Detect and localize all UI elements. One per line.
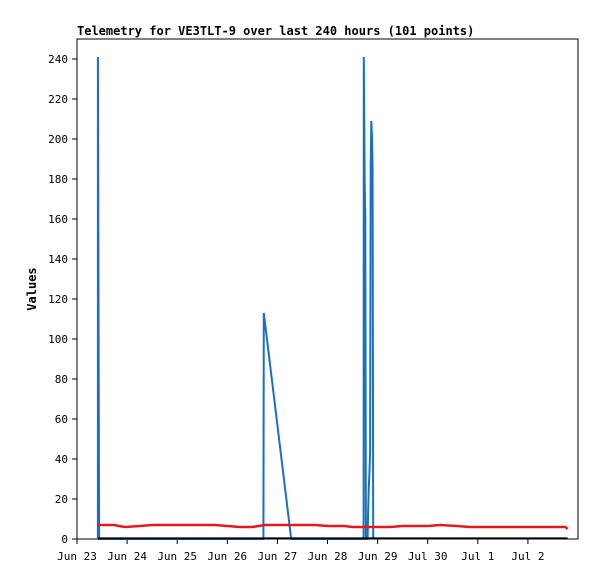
chart-title: Telemetry for VE3TLT-9 over last 240 hou… xyxy=(77,24,474,38)
data-series xyxy=(96,56,569,540)
x-tick-label: Jun 26 xyxy=(207,550,247,563)
plot-area-frame xyxy=(76,38,579,540)
y-tick-label: 200 xyxy=(48,133,68,146)
y-tick-label: 240 xyxy=(48,53,68,66)
x-tick-label: Jun 24 xyxy=(107,550,147,563)
y-tick-label: 80 xyxy=(55,373,68,386)
y-tick-label: 20 xyxy=(55,493,68,506)
y-tick-label: 140 xyxy=(48,253,68,266)
y-tick-label: 100 xyxy=(48,333,68,346)
x-tick-label: Jun 27 xyxy=(258,550,298,563)
y-axis-ticks: 0 20 40 60 80 100 120 140 160 180 200 220 240 xyxy=(48,53,77,546)
x-axis-ticks: Jun 23 Jun 24 Jun 25 Jun 26 Jun 27 Jun 28 Jun … xyxy=(57,539,544,563)
y-tick-label: 0 xyxy=(61,533,68,546)
x-tick-label: Jun 29 xyxy=(358,550,398,563)
series-line-2 xyxy=(97,523,569,530)
y-tick-label: 120 xyxy=(48,293,68,306)
y-tick-label: 40 xyxy=(55,453,68,466)
y-tick-label: 180 xyxy=(48,173,68,186)
y-tick-label: 220 xyxy=(48,93,68,106)
x-tick-label: Jun 23 xyxy=(57,550,97,563)
x-tick-label: Jul 1 xyxy=(461,550,494,563)
y-tick-label: 160 xyxy=(48,213,68,226)
x-tick-label: Jun 28 xyxy=(308,550,348,563)
x-tick-label: Jul 30 xyxy=(408,550,448,563)
x-tick-label: Jun 25 xyxy=(157,550,197,563)
y-tick-label: 60 xyxy=(55,413,68,426)
x-tick-label: Jul 2 xyxy=(511,550,544,563)
y-axis-label: Values xyxy=(25,267,39,310)
